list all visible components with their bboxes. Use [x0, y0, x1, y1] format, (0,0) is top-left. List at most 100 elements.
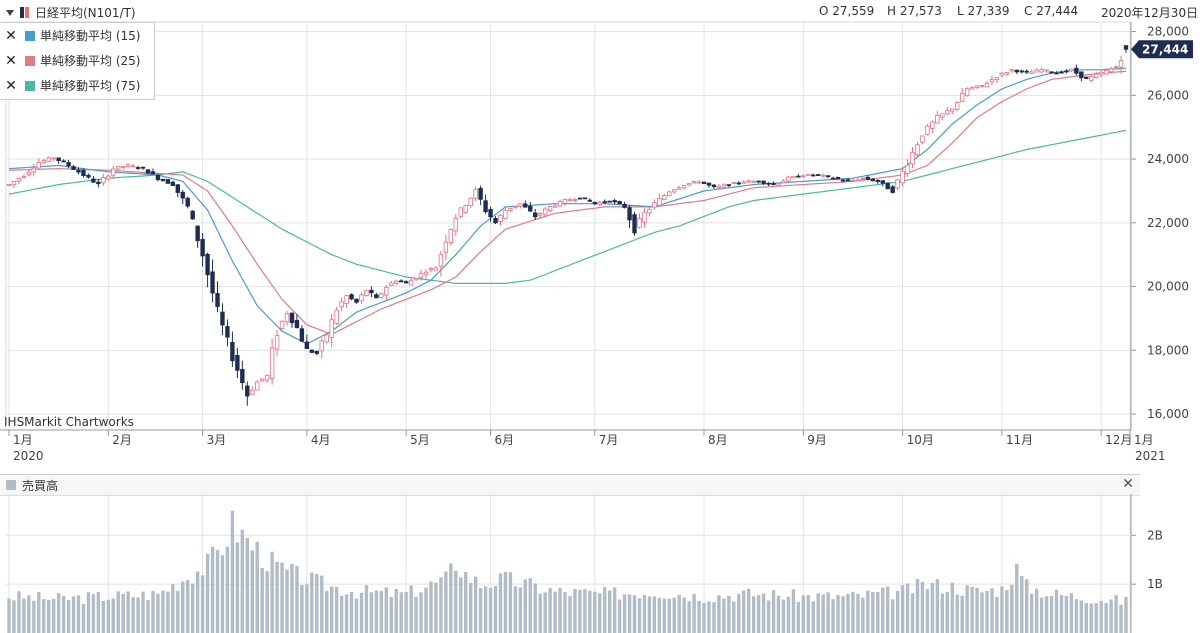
volume-bar [603, 587, 607, 633]
volume-bar [1059, 595, 1064, 633]
legend-item-ma15[interactable]: ✕ 単純移動平均 (15) [0, 23, 154, 48]
remove-icon[interactable]: ✕ [5, 27, 17, 44]
candle-body [1064, 70, 1069, 73]
candle-body [255, 381, 260, 391]
volume-bar [186, 580, 190, 633]
candle-body [1059, 71, 1064, 74]
chevron-down-icon[interactable] [6, 9, 14, 16]
candle-body [528, 205, 533, 212]
close-icon[interactable]: ✕ [1122, 476, 1134, 492]
volume-bar [225, 546, 230, 633]
x-tick-label: 2月 [112, 433, 132, 447]
volume-bar [975, 587, 979, 633]
volume-bar [851, 591, 855, 633]
x-tick-label: 11月 [1006, 433, 1033, 447]
volume-bar [161, 590, 165, 633]
candle-body [150, 171, 156, 175]
volume-bar [176, 590, 180, 633]
volume-bar [1025, 579, 1029, 633]
candle-body [950, 108, 955, 112]
remove-icon[interactable]: ✕ [5, 52, 17, 69]
ma15-swatch [25, 30, 35, 41]
volume-bar [290, 563, 294, 633]
volume-bar [305, 584, 309, 633]
volume-bar [37, 591, 41, 633]
volume-bar [627, 594, 632, 633]
candle-body [622, 203, 627, 208]
candle-body [106, 175, 111, 180]
candle-body [905, 164, 910, 174]
volume-bar [47, 599, 51, 633]
volume-bar [66, 600, 71, 633]
volume-bar [91, 594, 96, 633]
volume-bar [980, 592, 984, 633]
candle-body [205, 253, 210, 276]
volume-bar [920, 581, 925, 633]
volume-bar [1124, 596, 1128, 633]
candle-body [329, 319, 334, 338]
candle-body [359, 294, 364, 302]
volume-bar [737, 594, 741, 633]
volume-bar [444, 571, 448, 633]
volume-bar [588, 590, 592, 633]
candle-body [652, 202, 657, 208]
ma75-line [8, 129, 1127, 284]
candle-body [627, 207, 632, 221]
symbol-selector[interactable]: 日経平均(N101/T) [6, 4, 136, 21]
candle-body [865, 176, 871, 180]
volume-chart[interactable]: 1B 2B [0, 494, 1200, 633]
volume-bar [960, 595, 964, 633]
candle-body [200, 238, 205, 257]
volume-bar [598, 593, 602, 633]
volume-bar [771, 590, 776, 633]
volume-bar [1114, 595, 1118, 633]
candle-body [1034, 69, 1039, 73]
y-tick-label: 20,000 [1147, 280, 1189, 294]
volume-bar [652, 596, 657, 633]
candle-body [478, 187, 483, 200]
candle-body [513, 205, 518, 208]
candle-body [403, 281, 409, 284]
candle-body [632, 214, 637, 234]
candle-body [438, 253, 444, 267]
candle-body [840, 179, 846, 182]
candle-body [274, 335, 280, 350]
remove-icon[interactable]: ✕ [5, 77, 17, 94]
x-tick-label: 4月 [311, 433, 331, 447]
candle-body [389, 282, 394, 286]
volume-bar [722, 598, 726, 633]
volume-bar [1000, 586, 1004, 633]
candle-body [71, 166, 76, 170]
candle-body [160, 178, 166, 182]
candle-body [592, 201, 598, 205]
legend-item-ma25[interactable]: ✕ 単純移動平均 (25) [0, 48, 154, 73]
volume-bar [508, 572, 513, 633]
volume-bar [136, 597, 140, 633]
volume-bar [339, 595, 344, 633]
candle-body [597, 202, 602, 206]
volume-bar [12, 600, 16, 633]
volume-bar [116, 591, 120, 633]
volume-bar [518, 587, 523, 633]
candle-body [835, 177, 841, 180]
volume-bar [692, 593, 696, 633]
volume-bar [786, 596, 791, 633]
volume-bar [369, 592, 374, 633]
candle-body [761, 180, 766, 184]
candle-body [686, 183, 692, 186]
candle-body [423, 271, 429, 276]
date-label: 2020年12月30日 [1101, 6, 1199, 20]
candle-body [552, 205, 558, 208]
volume-bar [364, 585, 369, 633]
legend-item-ma75[interactable]: ✕ 単純移動平均 (75) [0, 73, 154, 98]
volume-bar [647, 596, 652, 633]
volume-bar [96, 592, 101, 633]
candle-body [101, 177, 106, 184]
candle-body [61, 160, 66, 163]
volume-bar [1094, 603, 1098, 633]
volume-bar [454, 570, 458, 633]
candle-body [781, 180, 786, 184]
candle-body [498, 215, 503, 222]
candle-body [140, 166, 146, 169]
